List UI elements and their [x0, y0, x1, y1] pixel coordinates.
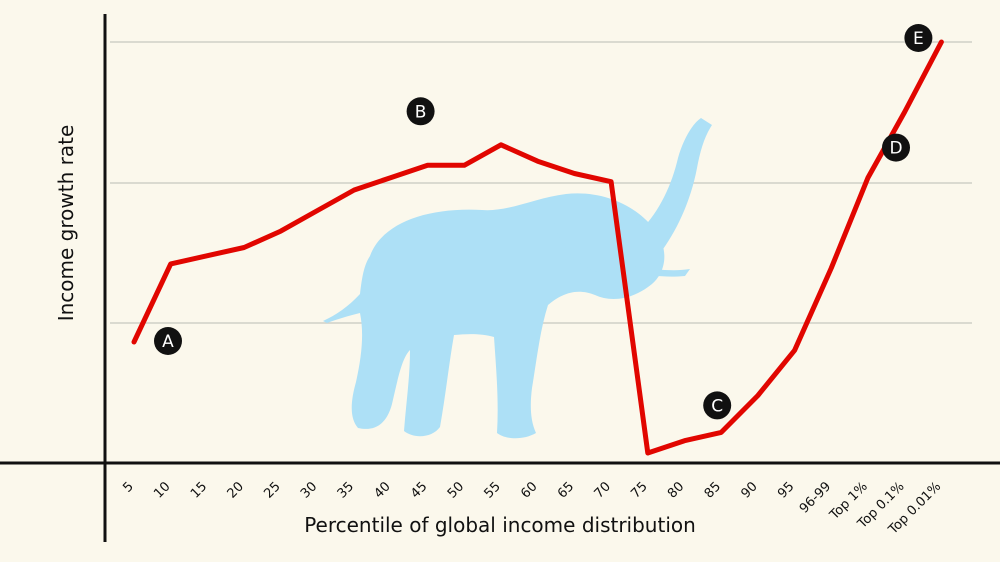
y-axis-title: Income growth rate	[54, 125, 78, 322]
elephant-silhouette-group	[323, 118, 712, 439]
annotation-marker-label: E	[913, 29, 924, 49]
annotation-marker-circle	[703, 391, 732, 420]
annotation-marker-circle	[882, 133, 910, 162]
annotation-marker-label: A	[162, 332, 174, 352]
income-growth-line	[131, 39, 944, 456]
axes-group	[0, 14, 1000, 542]
x-tick-label: 20	[225, 479, 247, 501]
annotation-marker-circle	[154, 327, 182, 355]
x-tick-label: 35	[335, 479, 357, 501]
elephant-trunk-silhouette	[640, 118, 712, 262]
annotation-marker-a: A	[154, 327, 182, 355]
x-tick-label: 45	[408, 479, 430, 501]
x-tick-label: 15	[188, 479, 210, 501]
x-tick-label: 10	[151, 479, 173, 501]
x-tick-label: 80	[665, 479, 687, 501]
annotation-markers: A B C D E	[154, 24, 933, 420]
annotation-marker-label: D	[889, 139, 902, 159]
x-tick-label: 30	[298, 479, 320, 501]
x-axis-title: Percentile of global income distribution	[304, 513, 696, 537]
annotation-marker-label: B	[415, 102, 427, 122]
annotation-marker-c: C	[703, 391, 732, 420]
annotation-marker-circle	[904, 24, 933, 52]
x-tick-label: 95	[775, 479, 797, 501]
annotation-marker-d: D	[882, 133, 910, 162]
x-tick-label: 90	[738, 479, 760, 501]
x-tick-label: 60	[518, 479, 540, 501]
x-tick-label: 70	[592, 479, 614, 501]
x-tick-label: 40	[371, 479, 393, 501]
annotation-marker-circle	[406, 97, 435, 126]
annotation-marker-b: B	[406, 97, 435, 126]
x-tick-label: 50	[445, 479, 467, 501]
x-tick-label: 85	[702, 479, 724, 501]
annotation-marker-e: E	[904, 24, 933, 52]
annotation-marker-label: C	[711, 396, 723, 416]
x-tick-label: 75	[628, 479, 650, 501]
elephant-tusk-silhouette	[626, 265, 690, 277]
x-tick-label: 55	[482, 479, 504, 501]
x-tick-label: 65	[555, 479, 577, 501]
x-tick-label: 25	[261, 479, 283, 501]
x-tick-label: 5	[120, 479, 136, 495]
